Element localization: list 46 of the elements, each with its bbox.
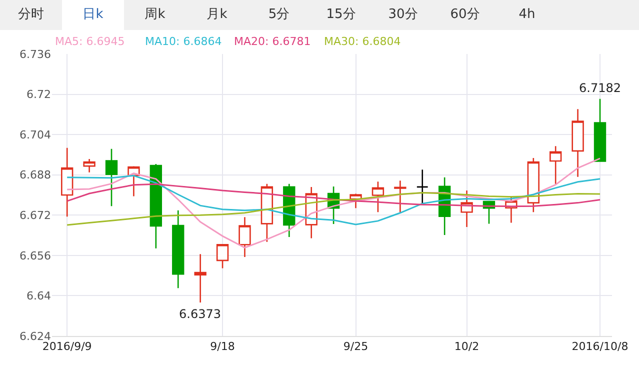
candlestick [394, 180, 406, 214]
text: MA10: 6.6864 [145, 35, 222, 48]
x-tick-label: 9/25 [343, 340, 368, 354]
text: MA20: 6.6781 [234, 35, 311, 48]
candlestick [238, 216, 251, 258]
y-tick-label: 6.72 [26, 88, 51, 102]
text: 周k [144, 6, 166, 24]
y-tick-label: 6.672 [20, 208, 51, 222]
y-tick-label: 6.624 [20, 330, 51, 343]
text: 60分 [449, 6, 481, 24]
candlestick [194, 254, 206, 304]
text: 15分 [325, 6, 357, 24]
candlestick [372, 181, 384, 213]
x-tick-label: 2016/9/9 [42, 340, 92, 354]
line-series [66, 192, 601, 226]
y-tick-label: 6.736 [20, 48, 51, 61]
candlestick [172, 210, 184, 289]
y-tick-label: 6.64 [26, 290, 51, 303]
candlestick [83, 158, 96, 173]
text: MA5: 6.6945 [55, 35, 125, 48]
text: 月k [206, 6, 228, 24]
y-tick-label: 6.656 [20, 249, 51, 262]
x-tick-label: 2016/10/8 [572, 340, 628, 354]
candlestick [416, 168, 428, 204]
x-tick-label: 10/2 [454, 340, 480, 354]
candlestick [216, 244, 229, 269]
text: MA30: 6.6804 [324, 35, 401, 48]
candlestick [61, 147, 74, 218]
text: 30分 [387, 6, 419, 24]
text: 分时 [17, 6, 45, 24]
annotation: 6.6373 [179, 307, 221, 321]
y-tick-label: 6.688 [20, 168, 51, 182]
line-series [66, 183, 601, 208]
x-tick-label: 9/18 [210, 340, 235, 354]
line-series [66, 158, 601, 248]
text: 5分 [267, 6, 291, 24]
text: 4h [518, 6, 536, 24]
candlestick [572, 108, 584, 178]
candlestick [550, 146, 562, 185]
annotation: 6.7182 [579, 81, 621, 95]
line-series [66, 174, 601, 226]
text: 日k [62, 0, 124, 30]
candlestick [527, 157, 540, 213]
candlestick [105, 148, 118, 207]
y-tick-label: 6.704 [20, 128, 51, 142]
candlestick [594, 98, 606, 162]
